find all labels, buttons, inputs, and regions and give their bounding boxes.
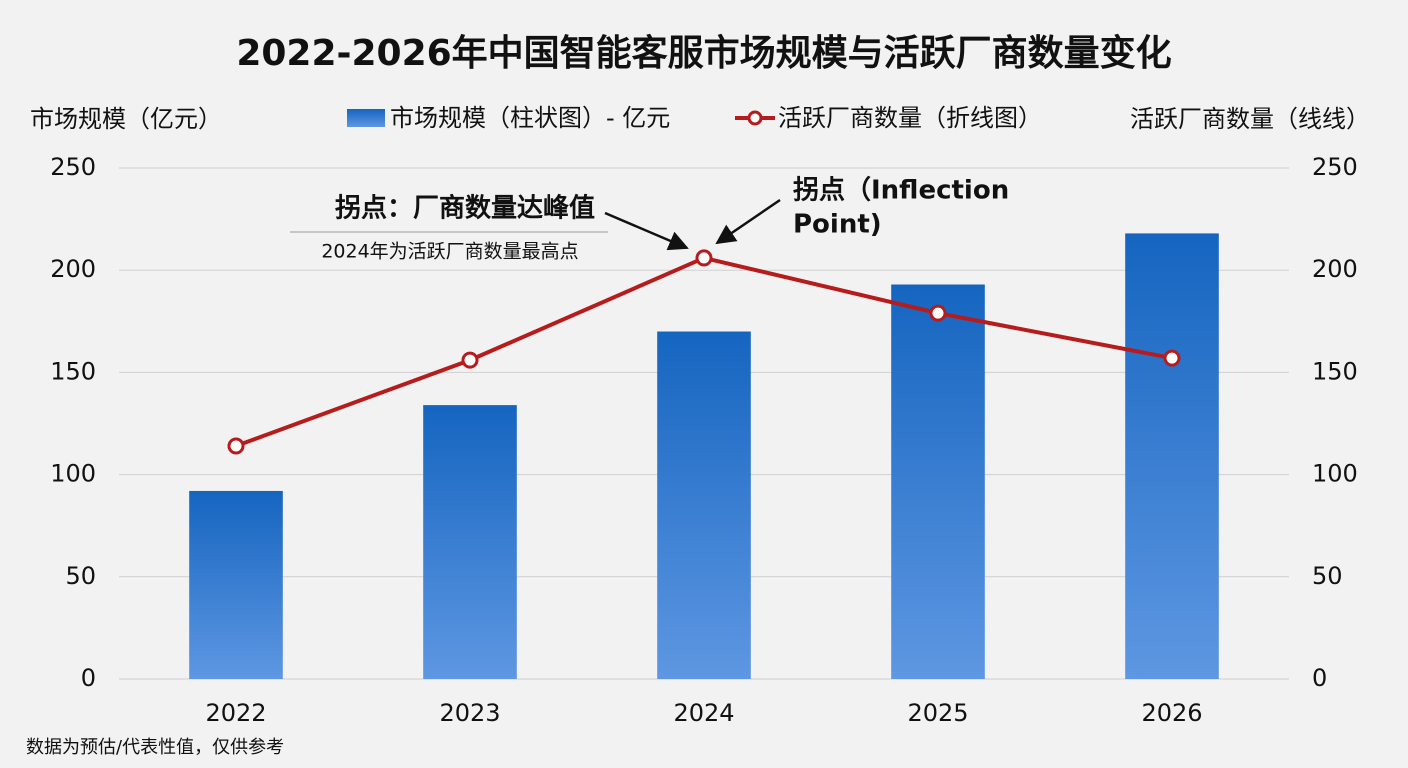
x-tick-label: 2026 (1141, 699, 1202, 727)
line-point (227, 437, 245, 455)
x-tick-label: 2024 (673, 699, 734, 727)
annotation: Point) (793, 210, 882, 240)
line-point (929, 304, 947, 322)
chart-title: 2022-2026年中国智能客服市场规模与活跃厂商数量变化 (236, 32, 1171, 74)
y-tick-label: 200 (50, 255, 96, 283)
annotation-arrow (604, 211, 689, 251)
y2-tick-label: 100 (1312, 460, 1358, 488)
annotation-arrow (715, 198, 781, 245)
annotation-sub: 2024年为活跃厂商数量最高点 (321, 241, 578, 263)
note: 数据为预估/代表性值，仅供参考 (26, 737, 284, 758)
bar (657, 331, 751, 679)
annotation: 拐点：厂商数量达峰值 (335, 193, 595, 224)
y2-tick-label: 150 (1312, 357, 1358, 385)
x-tick-label: 2022 (205, 699, 266, 727)
bar (1125, 233, 1219, 679)
y-tick-label: 0 (81, 664, 96, 692)
y-tick-label: 250 (50, 153, 96, 181)
legend-swatch (347, 109, 385, 127)
line-point (461, 351, 479, 369)
line-point (695, 249, 713, 267)
y2-tick-label: 200 (1312, 255, 1358, 283)
y-tick-label: 50 (65, 562, 96, 590)
x-tick-label: 2023 (439, 699, 500, 727)
y2-axis-label: 活跃厂商数量（线线） (1130, 105, 1370, 133)
y-tick-label: 100 (50, 460, 96, 488)
line-point (1163, 349, 1181, 367)
legend-label: 市场规模（柱状图）- 亿元 (390, 104, 670, 132)
y-tick-label: 150 (50, 357, 96, 385)
annotation: 拐点（Inflection (793, 175, 1009, 206)
bar (423, 405, 517, 679)
y-axis-label: 市场规模（亿元） (30, 105, 222, 133)
x-tick-label: 2025 (907, 699, 968, 727)
y2-tick-label: 250 (1312, 153, 1358, 181)
legend-swatch (747, 110, 763, 126)
y2-tick-label: 50 (1312, 562, 1343, 590)
bar (891, 284, 985, 679)
legend-label: 活跃厂商数量（折线图） (778, 104, 1042, 132)
bar (189, 490, 283, 679)
y2-tick-label: 0 (1312, 664, 1327, 692)
